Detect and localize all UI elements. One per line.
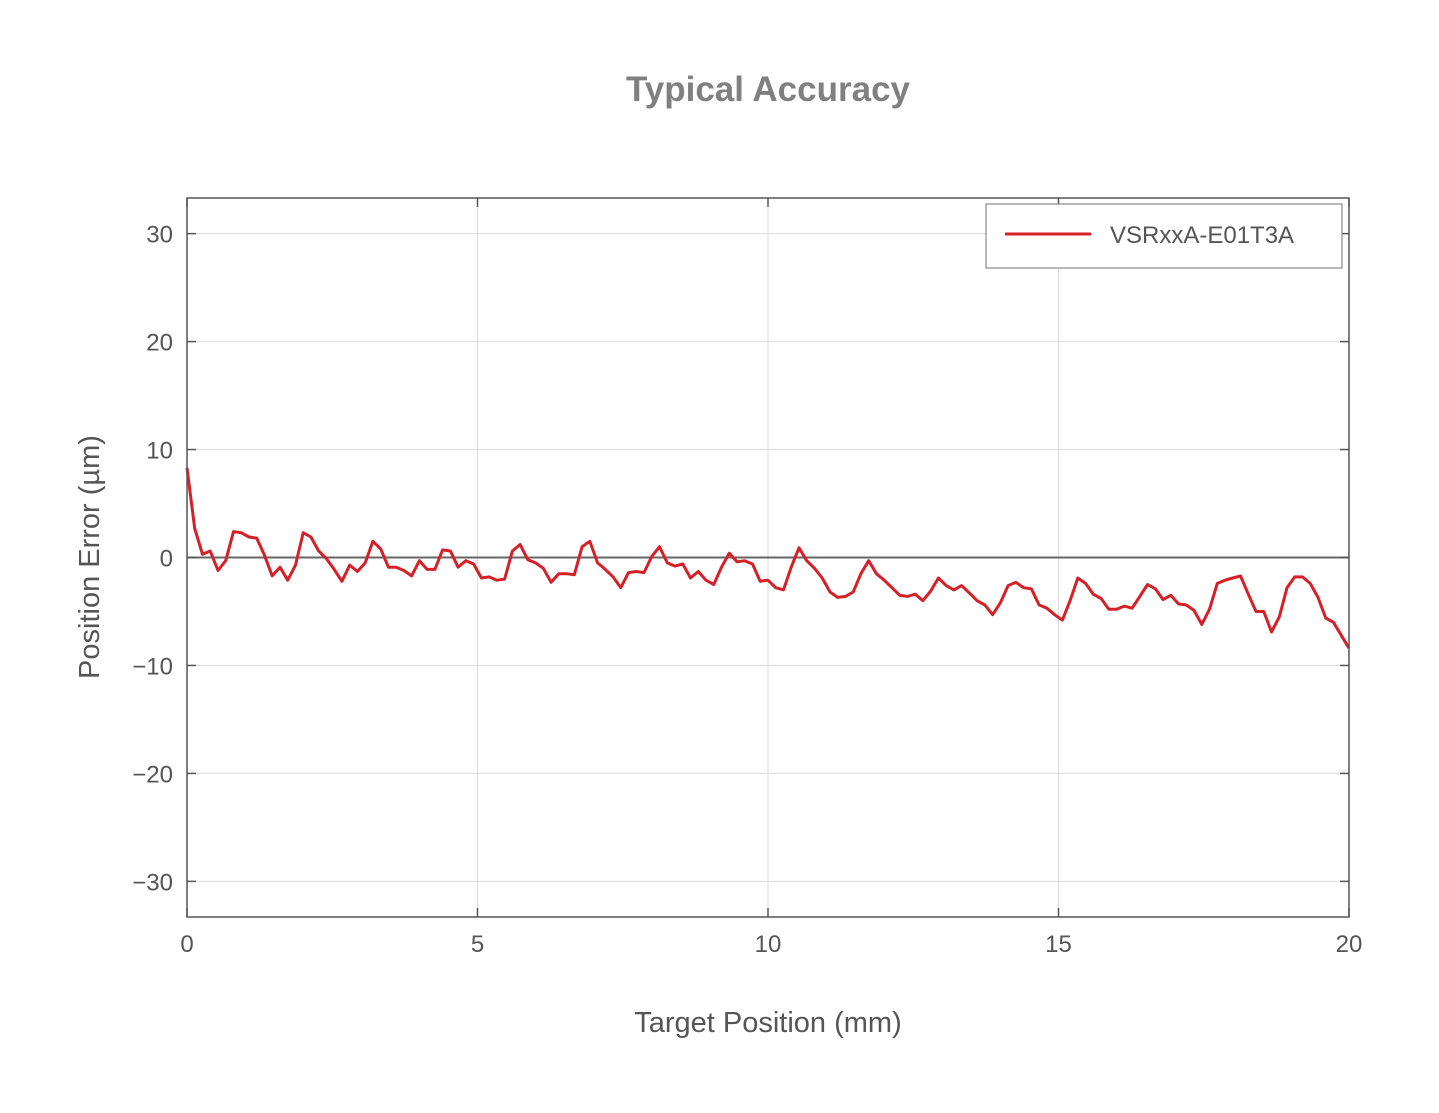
y-axis-label: Position Error (µm) [74, 435, 106, 679]
y-tick-label: 30 [146, 222, 173, 249]
y-tick-label: 10 [146, 438, 173, 465]
x-tick-label: 0 [180, 931, 193, 958]
y-tick-label: −20 [132, 761, 173, 788]
legend-box [985, 203, 1343, 269]
plot-frame [186, 197, 1350, 918]
x-tick-label: 10 [755, 931, 782, 958]
y-tick-label: 0 [160, 546, 173, 573]
series-line-VSRxxA-E01T3A [185, 467, 1351, 649]
legend: VSRxxA-E01T3A [985, 203, 1343, 269]
y-tick-label: −10 [132, 653, 173, 680]
legend-label: VSRxxA-E01T3A [1110, 222, 1294, 249]
ticks: 0 5 10 15 20 −30 −20 −10 0 10 20 30 [132, 198, 1362, 958]
y-tick-label: −30 [132, 869, 173, 896]
y-tick-label: 20 [146, 330, 173, 357]
x-tick-label: 15 [1045, 931, 1072, 958]
x-axis-label: Target Position (mm) [634, 1007, 902, 1039]
x-tick-label: 20 [1336, 931, 1363, 958]
chart-title: Typical Accuracy [626, 70, 911, 109]
x-tick-label: 5 [471, 931, 484, 958]
